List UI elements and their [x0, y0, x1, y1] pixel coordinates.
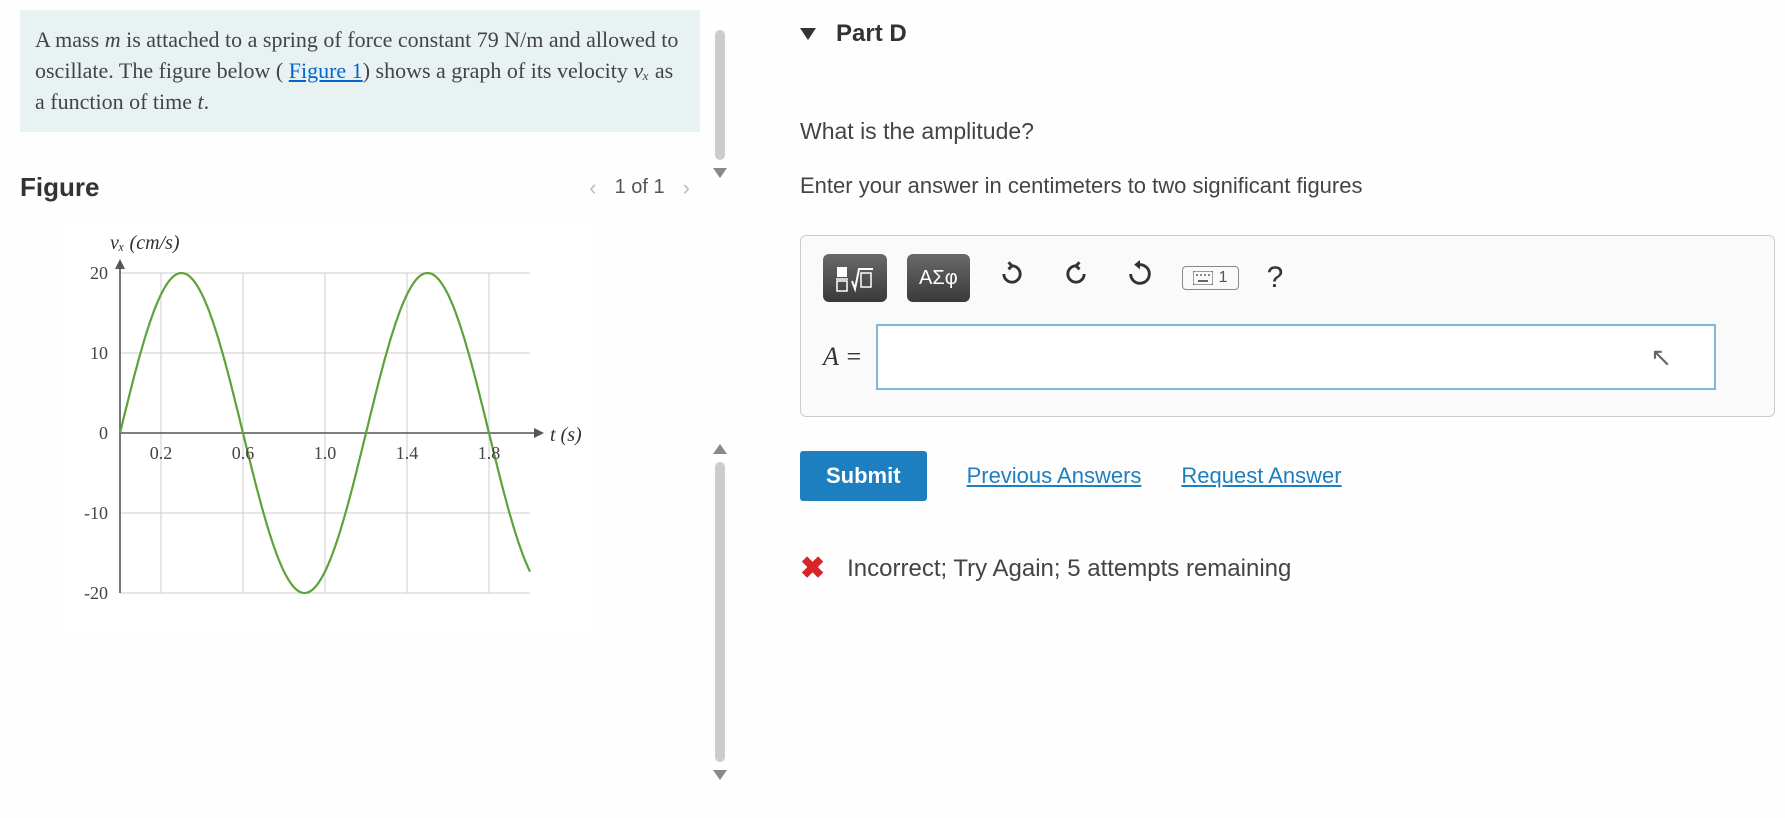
- help-button[interactable]: ?: [1259, 257, 1292, 299]
- problem-text-2: is attached to a spring of force constan…: [121, 27, 505, 52]
- part-label: Part D: [836, 20, 907, 48]
- feedback-text: Incorrect; Try Again; 5 attempts remaini…: [847, 555, 1291, 583]
- velocity-chart: -20 -10 0 10 20 0.2 0.6 1.0 1.4 1.8 vₓ (cm/s) t (s): [60, 223, 590, 633]
- figure-header: Figure ‹ 1 of 1 ›: [20, 172, 700, 213]
- chevron-down-icon-2[interactable]: [713, 770, 727, 780]
- figure-link[interactable]: Figure 1: [289, 58, 363, 83]
- scrollbar-top[interactable]: [715, 30, 725, 160]
- right-panel: Part D What is the amplitude? Enter your…: [720, 0, 1785, 818]
- unit-nm: N/m: [504, 27, 543, 52]
- caret-down-icon: [800, 28, 816, 40]
- formula-template-button[interactable]: [823, 254, 887, 302]
- incorrect-icon: ✖: [800, 551, 825, 586]
- part-header[interactable]: Part D: [800, 10, 1775, 48]
- keyboard-icon: [1193, 271, 1213, 285]
- svg-text:-10: -10: [84, 503, 108, 523]
- fraction-root-icon: [835, 263, 875, 293]
- answer-row: A = ↖: [823, 324, 1752, 390]
- equation-toolbar: ΑΣφ 1 ?: [823, 254, 1752, 302]
- svg-text:0.6: 0.6: [232, 443, 255, 463]
- svg-text:10: 10: [90, 343, 108, 363]
- panel-divider: [700, 10, 740, 800]
- answer-variable-label: A =: [823, 342, 862, 372]
- figure-nav: ‹ 1 of 1 ›: [589, 175, 690, 201]
- submit-button[interactable]: Submit: [800, 451, 927, 501]
- var-vx: vₓ: [633, 58, 649, 83]
- redo-button[interactable]: [1054, 256, 1098, 300]
- chevron-up-icon[interactable]: [713, 444, 727, 454]
- question-text: What is the amplitude?: [800, 118, 1775, 145]
- svg-text:0.2: 0.2: [150, 443, 173, 463]
- svg-text:20: 20: [90, 263, 108, 283]
- left-panel: A mass m is attached to a spring of forc…: [0, 0, 720, 818]
- keyboard-button[interactable]: 1: [1182, 266, 1239, 290]
- scrollbar-bottom[interactable]: [715, 462, 725, 762]
- problem-text-4: ) shows a graph of its velocity: [363, 58, 634, 83]
- svg-text:1.0: 1.0: [314, 443, 337, 463]
- chart-container: -20 -10 0 10 20 0.2 0.6 1.0 1.4 1.8 vₓ (cm/s) t (s): [20, 213, 700, 638]
- action-row: Submit Previous Answers Request Answer: [800, 451, 1775, 501]
- svg-text:-20: -20: [84, 583, 108, 603]
- previous-answers-link[interactable]: Previous Answers: [967, 463, 1142, 489]
- var-mass: m: [105, 27, 121, 52]
- svg-text:1.4: 1.4: [396, 443, 419, 463]
- greek-symbols-button[interactable]: ΑΣφ: [907, 254, 970, 302]
- reset-button[interactable]: [1118, 256, 1162, 300]
- redo-icon: [1062, 260, 1090, 288]
- svg-text:1.8: 1.8: [478, 443, 501, 463]
- chevron-down-icon[interactable]: [713, 168, 727, 178]
- feedback-row: ✖ Incorrect; Try Again; 5 attempts remai…: [800, 551, 1775, 586]
- figure-title: Figure: [20, 172, 99, 203]
- problem-period: .: [204, 89, 210, 114]
- figure-section: Figure ‹ 1 of 1 › -20 -10 0 10 20 0.2 0.6 1.0 1.…: [20, 172, 700, 638]
- undo-icon: [998, 260, 1026, 288]
- figure-nav-label: 1 of 1: [615, 176, 665, 199]
- problem-text-1: A mass: [35, 27, 105, 52]
- problem-statement: A mass m is attached to a spring of forc…: [20, 10, 700, 132]
- figure-next-button[interactable]: ›: [683, 175, 690, 201]
- keyboard-chip-label: 1: [1219, 269, 1228, 287]
- svg-text:vₓ (cm/s): vₓ (cm/s): [110, 232, 180, 254]
- reset-icon: [1126, 260, 1154, 288]
- request-answer-link[interactable]: Request Answer: [1181, 463, 1341, 489]
- figure-prev-button[interactable]: ‹: [589, 175, 596, 201]
- svg-text:t (s): t (s): [550, 424, 582, 446]
- instruction-text: Enter your answer in centimeters to two …: [800, 173, 1775, 199]
- answer-box: ΑΣφ 1 ? A = ↖: [800, 235, 1775, 417]
- undo-button[interactable]: [990, 256, 1034, 300]
- answer-input[interactable]: [876, 324, 1716, 390]
- svg-text:0: 0: [99, 423, 108, 443]
